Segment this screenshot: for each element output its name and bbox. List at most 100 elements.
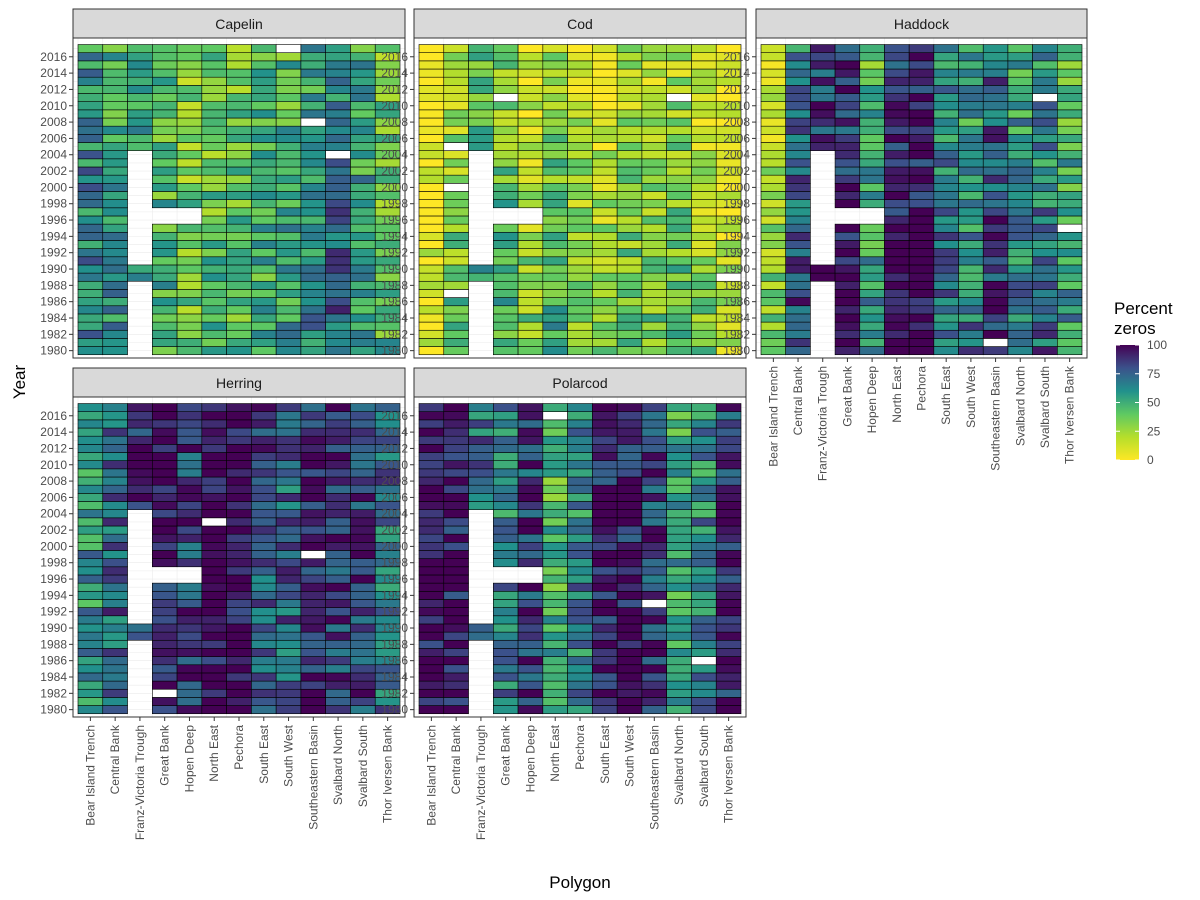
heatmap-cell <box>715 525 742 535</box>
heatmap-cell <box>418 125 445 135</box>
heatmap-cell <box>1032 215 1058 225</box>
x-tick-label: Svalbard South <box>1038 366 1052 448</box>
heatmap-cell <box>567 305 593 315</box>
heatmap-cell <box>275 566 302 576</box>
heatmap-cell <box>152 297 178 307</box>
heatmap-cell <box>350 452 376 461</box>
x-tick-label: South West <box>964 365 978 427</box>
heatmap-cell <box>908 280 935 290</box>
heatmap-cell <box>785 264 811 274</box>
heatmap-cell <box>1007 215 1033 225</box>
heatmap-cell <box>300 705 326 715</box>
heatmap-cell <box>418 558 445 568</box>
heatmap-cell <box>760 76 786 86</box>
heatmap-cell <box>325 183 351 192</box>
heatmap-cell <box>275 697 302 706</box>
heatmap-cell <box>226 60 252 70</box>
heatmap-cell <box>908 76 935 86</box>
heatmap-cell <box>641 93 667 102</box>
heatmap-cell <box>592 329 618 339</box>
heatmap-cell <box>350 183 376 192</box>
heatmap-cell <box>226 493 252 502</box>
y-tick-label: 1980 <box>381 344 408 358</box>
heatmap-cell <box>641 680 667 690</box>
heatmap-cell <box>226 240 252 249</box>
heatmap-cell <box>1007 174 1033 184</box>
heatmap-cell <box>325 542 351 551</box>
heatmap-cell <box>251 44 277 53</box>
heatmap-cell <box>616 460 643 470</box>
heatmap-cell <box>616 558 643 568</box>
heatmap-cell <box>1007 256 1033 266</box>
heatmap-cell <box>226 101 252 111</box>
heatmap-cell <box>666 476 692 486</box>
heatmap-cell <box>201 240 227 249</box>
heatmap-cell <box>1007 207 1033 217</box>
heatmap-cell <box>691 533 717 543</box>
heatmap-cell <box>567 338 593 347</box>
heatmap-cell <box>152 631 178 641</box>
heatmap-cell <box>1032 346 1058 356</box>
heatmap-cell <box>176 607 203 617</box>
heatmap-cell <box>251 231 277 241</box>
heatmap-cell <box>958 289 984 298</box>
heatmap-cell <box>641 248 667 258</box>
x-tick-label: Pechora <box>915 366 929 411</box>
heatmap-cell <box>760 134 786 143</box>
heatmap-cell <box>226 590 252 600</box>
heatmap-cell <box>517 542 544 551</box>
heatmap-cell <box>226 656 252 666</box>
heatmap-cell <box>418 566 445 576</box>
heatmap-cell <box>226 615 252 625</box>
heatmap-cell <box>468 109 494 119</box>
heatmap-cell <box>592 484 618 494</box>
heatmap-cell <box>715 615 742 625</box>
heatmap-cell <box>201 183 227 192</box>
heatmap-cell <box>350 435 376 445</box>
panel-tiles-cod <box>418 44 742 356</box>
heatmap-cell <box>1007 125 1033 135</box>
heatmap-cell <box>77 639 104 649</box>
heatmap-cell <box>251 403 277 412</box>
heatmap-cell <box>859 174 885 184</box>
heatmap-cell <box>443 452 469 461</box>
heatmap-cell <box>350 411 376 421</box>
y-tick-label: 2004 <box>40 507 67 521</box>
x-tick-label: South East <box>257 724 271 783</box>
heatmap-cell <box>958 158 984 168</box>
heatmap-cell <box>810 142 836 151</box>
y-tick-label: 1988 <box>40 637 67 651</box>
heatmap-cell <box>1032 68 1058 78</box>
heatmap-cell <box>325 599 351 608</box>
heatmap-cell <box>1057 44 1083 53</box>
heatmap-cell <box>493 411 519 421</box>
heatmap-cell <box>958 68 984 78</box>
heatmap-cell <box>785 240 811 249</box>
heatmap-cell <box>152 289 178 298</box>
heatmap-cell <box>616 688 643 698</box>
heatmap-cell <box>152 240 178 249</box>
heatmap-cell <box>785 85 811 94</box>
heatmap-cell <box>542 174 568 184</box>
heatmap-cell <box>201 688 227 698</box>
heatmap-cell <box>691 76 717 86</box>
heatmap-cell <box>641 289 667 298</box>
heatmap-cell <box>616 493 643 502</box>
heatmap-cell <box>300 52 326 62</box>
heatmap-cell <box>859 44 885 53</box>
heatmap-cell <box>102 509 128 519</box>
heatmap-cell <box>325 338 351 347</box>
heatmap-cell <box>251 272 277 282</box>
heatmap-cell <box>691 166 717 176</box>
heatmap-cell <box>666 207 692 217</box>
heatmap-cell <box>300 656 326 666</box>
heatmap-cell <box>77 76 104 86</box>
heatmap-cell <box>493 517 519 527</box>
heatmap-cell <box>715 607 742 617</box>
legend-label: 25 <box>1147 424 1161 438</box>
panel-title-cod: Cod <box>567 16 593 32</box>
heatmap-cell <box>127 501 153 510</box>
heatmap-cell <box>592 493 618 502</box>
heatmap-cell <box>275 656 302 666</box>
x-tick-label: Central Bank <box>791 365 805 435</box>
